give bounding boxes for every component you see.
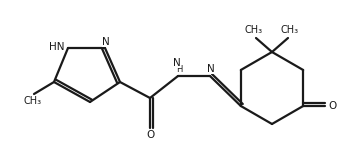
Text: HN: HN [48,42,64,52]
Text: H: H [176,65,182,74]
Text: CH₃: CH₃ [245,25,263,35]
Text: N: N [207,64,215,74]
Text: N: N [102,37,110,47]
Text: CH₃: CH₃ [24,96,42,106]
Text: CH₃: CH₃ [281,25,299,35]
Text: N: N [173,58,181,68]
Text: O: O [146,130,154,140]
Text: O: O [328,101,336,111]
